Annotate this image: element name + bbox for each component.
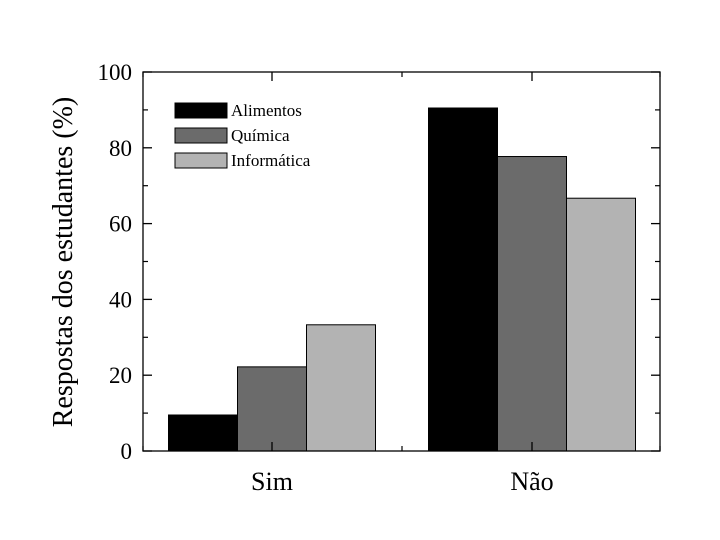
legend-swatch-alimentos xyxy=(174,102,228,119)
legend-label: Química xyxy=(231,126,290,145)
bar-química-sim xyxy=(237,366,307,452)
legend: Alimentos Química Informática xyxy=(174,101,311,170)
y-tick-label: 20 xyxy=(109,363,132,388)
x-category-label: Sim xyxy=(251,467,293,496)
legend-swatch-química xyxy=(174,127,228,144)
legend-label: Alimentos xyxy=(231,101,302,120)
y-tick-label: 80 xyxy=(109,136,132,161)
ticks xyxy=(142,71,661,452)
bar-informática-não xyxy=(566,197,636,452)
tick-labels: 0 20 40 60 80 100 Sim Não xyxy=(98,60,554,496)
legend-label: Informática xyxy=(231,151,311,170)
bars xyxy=(168,107,636,452)
legend-swatch-informática xyxy=(174,152,228,169)
y-tick-label: 0 xyxy=(121,439,133,464)
bar-química-não xyxy=(497,156,567,452)
y-tick-label: 60 xyxy=(109,212,132,237)
y-tick-label: 100 xyxy=(98,60,133,85)
y-axis-title: Respostas dos estudantes (%) xyxy=(48,97,79,428)
y-tick-label: 40 xyxy=(109,287,132,312)
x-category-label: Não xyxy=(510,467,553,496)
bar-alimentos-não xyxy=(428,107,498,452)
bar-informática-sim xyxy=(306,324,376,452)
bar-alimentos-sim xyxy=(168,414,238,452)
